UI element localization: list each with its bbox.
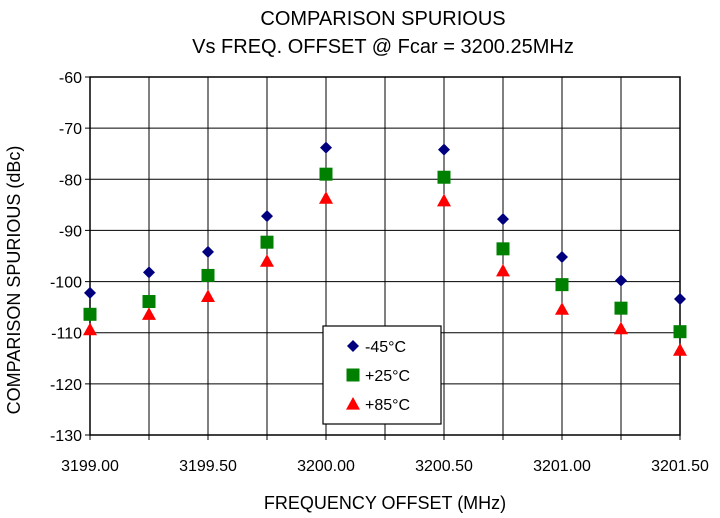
plot-border (89, 76, 681, 436)
data-point-diamond (84, 286, 96, 299)
x-tick-label: 3200.50 (415, 458, 473, 475)
plot-area: 3199.00 3199.50 3200.00 3200.50 3201.00 3201.… (50, 70, 709, 475)
data-point-triangle (260, 254, 274, 267)
legend-marker-triangle (346, 397, 360, 410)
data-point-diamond (497, 213, 509, 226)
y-axis-label: COMPARISON SPURIOUS (dBc) (4, 146, 24, 415)
data-point-diamond (261, 210, 273, 223)
data-point-triangle (201, 289, 215, 303)
y-tick-label: -60 (59, 70, 82, 87)
legend-marker-diamond (347, 340, 359, 352)
data-point-triangle (555, 302, 569, 315)
data-point-diamond (438, 143, 450, 156)
data-point-triangle (83, 322, 97, 336)
y-tick-label: -110 (51, 326, 82, 343)
legend-label: -45°C (365, 339, 406, 356)
data-point-diamond (320, 141, 332, 154)
data-point-diamond (674, 292, 686, 305)
legend-label: +85°C (365, 397, 410, 414)
data-point-square (142, 295, 156, 309)
data-point-square (496, 242, 510, 256)
x-tick-label: 3200.00 (297, 458, 355, 475)
data-point-square (673, 325, 687, 339)
legend-marker-square (346, 368, 360, 382)
x-tick-label: 3201.00 (533, 458, 591, 475)
y-tick-label: -70 (59, 121, 82, 138)
data-point-square (319, 167, 333, 181)
data-point-triangle (614, 321, 628, 335)
data-point-triangle (319, 191, 333, 204)
chart-subtitle: Vs FREQ. OFFSET @ Fcar = 3200.25MHz (192, 36, 574, 58)
y-tick-label: -130 (50, 428, 82, 445)
data-point-square (437, 170, 451, 184)
data-point-diamond (202, 245, 214, 258)
data-point-triangle (496, 263, 510, 277)
data-point-triangle (437, 193, 451, 207)
chart-title: COMPARISON SPURIOUS (260, 8, 505, 30)
y-tick-label: -80 (59, 172, 82, 189)
legend-label: +25°C (365, 368, 410, 385)
data-point-triangle (673, 343, 687, 356)
x-tick-label: 3201.50 (651, 458, 709, 475)
data-point-square (614, 301, 628, 315)
y-tick-label: -100 (50, 275, 82, 292)
x-tick-label: 3199.00 (61, 458, 119, 475)
data-point-square (555, 278, 569, 292)
y-tick-label: -120 (50, 377, 82, 394)
data-point-square (201, 268, 215, 282)
y-tick-label: -90 (59, 223, 82, 240)
data-point-square (83, 307, 97, 321)
data-point-diamond (556, 251, 568, 264)
data-point-square (260, 235, 274, 249)
x-tick-label: 3199.50 (179, 458, 237, 475)
data-point-diamond (615, 274, 627, 287)
x-axis-label: FREQUENCY OFFSET (MHz) (264, 493, 506, 513)
data-point-triangle (142, 307, 156, 320)
data-point-diamond (143, 266, 155, 279)
legend: -45°C +25°C +85°C (322, 325, 442, 425)
legend-box (322, 325, 442, 425)
